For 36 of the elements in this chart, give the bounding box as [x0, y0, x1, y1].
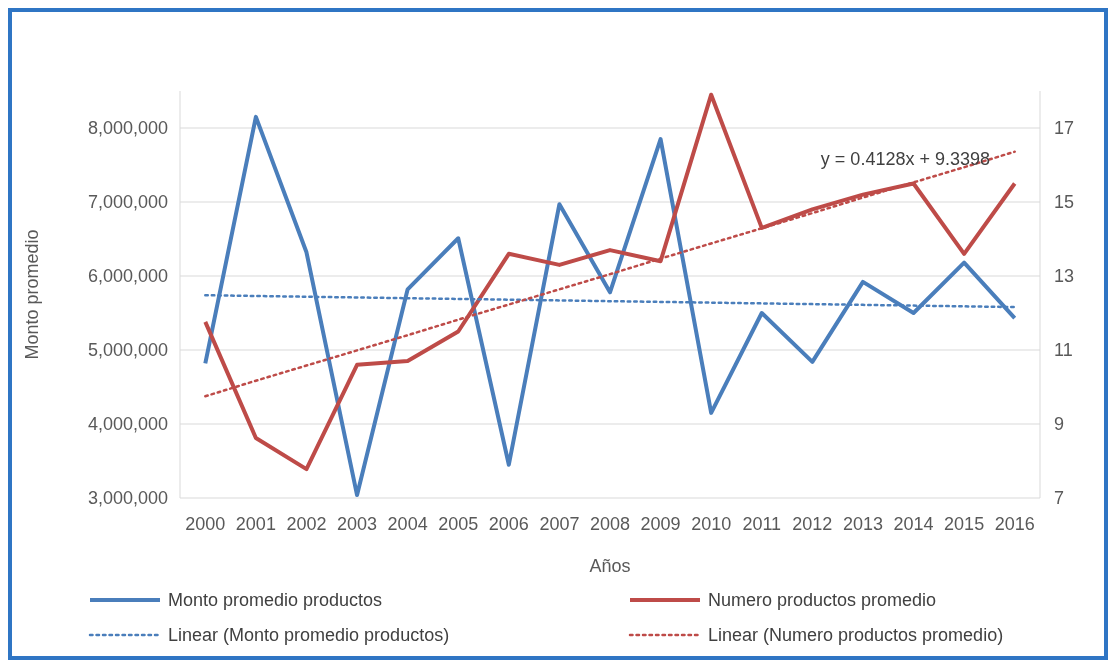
y2-tick-label: 17: [1054, 118, 1075, 139]
y-tick-label: 3,000,000: [87, 488, 168, 509]
y-tick-label: 6,000,000: [87, 266, 168, 287]
legend-label: Linear (Numero productos promedio): [708, 625, 1004, 646]
y2-tick-label: 9: [1054, 414, 1065, 435]
x-tick-label: 2007: [539, 514, 580, 534]
x-tick-label: 2002: [286, 514, 327, 534]
x-tick-label: 2006: [488, 514, 529, 534]
x-tick-label: 2014: [893, 514, 934, 534]
x-tick-label: 2003: [337, 514, 378, 534]
y2-tick-label: 11: [1054, 340, 1073, 361]
y-tick-label: 7,000,000: [87, 192, 168, 213]
x-tick-label: 2012: [792, 514, 833, 534]
x-tick-label: 2016: [994, 514, 1035, 534]
legend-label: Monto promedio productos: [168, 590, 383, 611]
x-tick-label: 2013: [842, 514, 883, 534]
legend-label: Numero productos promedio: [708, 590, 937, 611]
y2-tick-label: 13: [1054, 266, 1075, 287]
x-tick-label: 2015: [944, 514, 985, 534]
legend-label: Linear (Monto promedio productos): [168, 625, 450, 646]
x-tick-label: 2005: [438, 514, 479, 534]
y-axis-title: Monto promedio: [22, 229, 42, 360]
x-tick-label: 2011: [742, 514, 782, 534]
x-tick-label: 2008: [589, 514, 631, 534]
x-tick-label: 2009: [640, 514, 681, 534]
x-tick-label: 2000: [185, 514, 226, 534]
x-axis-title: Años: [589, 556, 631, 576]
x-tick-label: 2001: [235, 514, 276, 534]
y2-tick-label: 7: [1054, 488, 1065, 509]
y-tick-label: 8,000,000: [87, 118, 168, 139]
annotation: y = 0.4128x + 9.3398: [820, 149, 990, 169]
y-tick-label: 4,000,000: [87, 414, 168, 435]
x-tick-label: 2004: [387, 514, 428, 534]
y2-tick-label: 15: [1054, 192, 1075, 213]
x-tick-label: 2010: [691, 514, 732, 534]
y-tick-label: 5,000,000: [87, 340, 168, 361]
